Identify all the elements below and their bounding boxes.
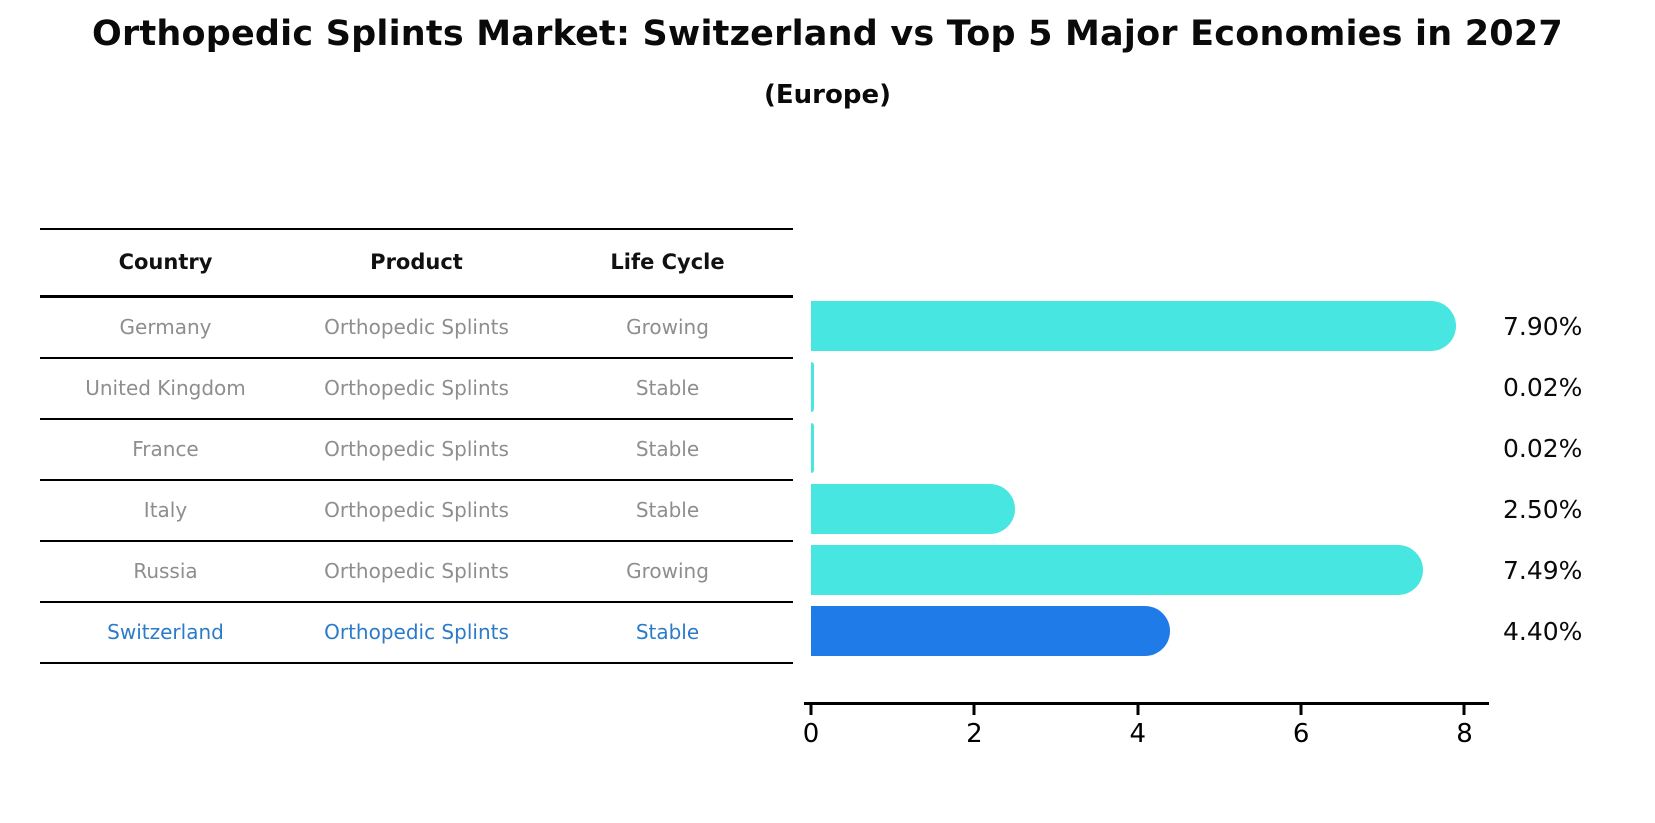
- bar-row-germany: [811, 296, 1489, 357]
- cell-product: Orthopedic Splints: [324, 376, 509, 401]
- table-row-italy: Italy Orthopedic Splints Stable: [40, 481, 793, 542]
- table-row-russia: Russia Orthopedic Splints Growing: [40, 542, 793, 603]
- cell-product: Orthopedic Splints: [324, 498, 509, 523]
- bar-france: [811, 423, 814, 474]
- cell-life-cycle: Growing: [626, 315, 709, 340]
- bar-russia: [811, 545, 1423, 596]
- cell-country: United Kingdom: [85, 376, 246, 401]
- cell-country: Switzerland: [107, 620, 224, 645]
- axis-tick-label: 4: [1129, 718, 1147, 749]
- table-body: Germany Orthopedic Splints Growing United K…: [40, 298, 793, 664]
- column-header-product: Product: [370, 250, 463, 275]
- bar-row-united-kingdom: [811, 357, 1489, 418]
- axis-tick: [1136, 704, 1140, 715]
- table-row-france: France Orthopedic Splints Stable: [40, 420, 793, 481]
- table-row-switzerland: Switzerland Orthopedic Splints Stable: [40, 603, 793, 664]
- axis-tick: [1462, 704, 1466, 715]
- column-header-country: Country: [118, 250, 213, 275]
- bars-area: [811, 296, 1489, 662]
- axis-tick-label: 0: [802, 718, 820, 749]
- table-row-united-kingdom: United Kingdom Orthopedic Splints Stable: [40, 359, 793, 420]
- axis-tick: [1299, 704, 1303, 715]
- bar-chart: 0 2 4 6 8: [803, 228, 1489, 752]
- column-header-life-cycle: Life Cycle: [610, 250, 725, 275]
- axis-tick: [972, 704, 976, 715]
- cell-life-cycle: Stable: [635, 620, 700, 645]
- cell-life-cycle: Growing: [626, 559, 709, 584]
- country-table: Country Product Life Cycle Germany Orthoped…: [40, 227, 793, 664]
- value-label-column: 7.90% 0.02% 0.02% 2.50% 7.49% 4.40%: [1493, 228, 1582, 662]
- bar-germany: [811, 301, 1457, 352]
- axis-tick-label: 2: [966, 718, 983, 749]
- cell-country: Italy: [143, 498, 188, 523]
- figure: Orthopedic Splints Market: Switzerland v…: [0, 14, 1655, 752]
- bar-row-italy: [811, 479, 1489, 540]
- axis-tick-label: 6: [1292, 718, 1310, 749]
- cell-product: Orthopedic Splints: [324, 620, 509, 645]
- cell-product: Orthopedic Splints: [324, 315, 509, 340]
- cell-country: Germany: [119, 315, 212, 340]
- bar-italy: [811, 484, 1016, 535]
- cell-product: Orthopedic Splints: [324, 437, 509, 462]
- cell-country: France: [132, 437, 199, 462]
- value-labels: 7.90% 0.02% 0.02% 2.50% 7.49% 4.40%: [1493, 296, 1582, 662]
- axis-tick-label: 8: [1456, 718, 1473, 749]
- cell-life-cycle: Stable: [635, 437, 700, 462]
- bar-switzerland: [811, 606, 1171, 657]
- value-label-united-kingdom: 0.02%: [1503, 372, 1583, 402]
- chart-title: Orthopedic Splints Market: Switzerland v…: [92, 14, 1563, 54]
- x-axis: 0 2 4 6 8: [802, 701, 1489, 752]
- cell-life-cycle: Stable: [635, 376, 700, 401]
- value-label-switzerland: 4.40%: [1503, 616, 1583, 646]
- chart-subtitle: (Europe): [764, 79, 891, 110]
- table-row-germany: Germany Orthopedic Splints Growing: [40, 298, 793, 359]
- figure-body: Country Product Life Cycle Germany Orthoped…: [0, 227, 1655, 752]
- axis-tick: [809, 704, 813, 715]
- value-label-france: 0.02%: [1503, 433, 1583, 463]
- cell-product: Orthopedic Splints: [324, 559, 509, 584]
- table-header-row: Country Product Life Cycle: [40, 230, 793, 298]
- chart-header-spacer: [811, 228, 1489, 296]
- value-label-italy: 2.50%: [1503, 494, 1583, 524]
- bar-row-france: [811, 418, 1489, 479]
- value-label-germany: 7.90%: [1503, 311, 1583, 341]
- bar-united-kingdom: [811, 362, 814, 413]
- cell-country: Russia: [133, 559, 198, 584]
- bar-row-russia: [811, 540, 1489, 601]
- bar-row-switzerland: [811, 601, 1489, 662]
- value-header-spacer: [1493, 228, 1582, 296]
- value-label-russia: 7.49%: [1503, 555, 1583, 585]
- cell-life-cycle: Stable: [635, 498, 700, 523]
